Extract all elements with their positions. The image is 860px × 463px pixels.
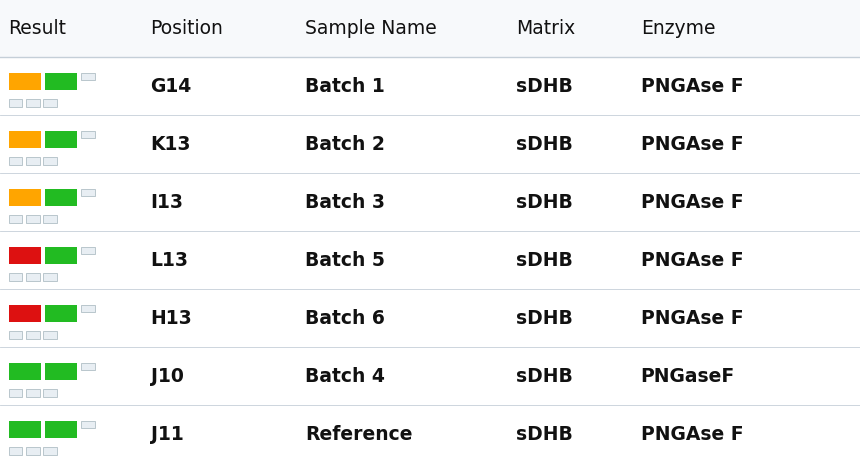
FancyBboxPatch shape <box>9 158 22 165</box>
Text: Batch 3: Batch 3 <box>305 193 385 212</box>
Text: Batch 6: Batch 6 <box>305 309 385 328</box>
FancyBboxPatch shape <box>43 216 57 223</box>
FancyBboxPatch shape <box>43 389 57 397</box>
FancyBboxPatch shape <box>81 131 95 139</box>
FancyBboxPatch shape <box>9 131 41 149</box>
FancyBboxPatch shape <box>45 131 77 149</box>
Text: sDHB: sDHB <box>516 77 573 96</box>
Bar <box>0 174 860 232</box>
Text: G14: G14 <box>150 77 192 96</box>
Text: sDHB: sDHB <box>516 251 573 270</box>
FancyBboxPatch shape <box>45 305 77 323</box>
Text: J10: J10 <box>150 367 183 386</box>
Bar <box>0 0 860 58</box>
FancyBboxPatch shape <box>9 74 41 91</box>
Text: Reference: Reference <box>305 425 413 444</box>
Text: PNGAse F: PNGAse F <box>641 309 743 328</box>
FancyBboxPatch shape <box>9 189 41 207</box>
Text: PNGAse F: PNGAse F <box>641 77 743 96</box>
FancyBboxPatch shape <box>9 421 41 438</box>
Text: sDHB: sDHB <box>516 193 573 212</box>
FancyBboxPatch shape <box>81 74 95 81</box>
FancyBboxPatch shape <box>9 305 41 323</box>
Text: Batch 5: Batch 5 <box>305 251 385 270</box>
Text: PNGaseF: PNGaseF <box>641 367 735 386</box>
Text: I13: I13 <box>150 193 183 212</box>
Bar <box>0 58 860 116</box>
FancyBboxPatch shape <box>9 274 22 281</box>
FancyBboxPatch shape <box>81 363 95 370</box>
Text: H13: H13 <box>150 309 193 328</box>
Bar <box>0 347 860 405</box>
FancyBboxPatch shape <box>43 332 57 339</box>
Text: K13: K13 <box>150 135 191 154</box>
Text: PNGAse F: PNGAse F <box>641 193 743 212</box>
Text: Matrix: Matrix <box>516 19 575 38</box>
FancyBboxPatch shape <box>9 363 41 381</box>
FancyBboxPatch shape <box>26 447 40 455</box>
Text: Batch 1: Batch 1 <box>305 77 385 96</box>
FancyBboxPatch shape <box>81 421 95 428</box>
Bar <box>0 116 860 174</box>
FancyBboxPatch shape <box>26 389 40 397</box>
FancyBboxPatch shape <box>81 305 95 313</box>
FancyBboxPatch shape <box>9 447 22 455</box>
Bar <box>0 232 860 289</box>
Bar <box>0 405 860 463</box>
FancyBboxPatch shape <box>45 421 77 438</box>
FancyBboxPatch shape <box>45 247 77 265</box>
Text: Batch 4: Batch 4 <box>305 367 385 386</box>
Text: PNGAse F: PNGAse F <box>641 135 743 154</box>
FancyBboxPatch shape <box>26 274 40 281</box>
FancyBboxPatch shape <box>43 158 57 165</box>
Text: PNGAse F: PNGAse F <box>641 251 743 270</box>
FancyBboxPatch shape <box>26 158 40 165</box>
Text: Result: Result <box>9 19 66 38</box>
FancyBboxPatch shape <box>26 100 40 107</box>
FancyBboxPatch shape <box>45 363 77 381</box>
Text: Position: Position <box>150 19 224 38</box>
Text: sDHB: sDHB <box>516 425 573 444</box>
FancyBboxPatch shape <box>26 332 40 339</box>
FancyBboxPatch shape <box>9 216 22 223</box>
Text: Batch 2: Batch 2 <box>305 135 385 154</box>
FancyBboxPatch shape <box>43 274 57 281</box>
FancyBboxPatch shape <box>81 247 95 255</box>
FancyBboxPatch shape <box>9 389 22 397</box>
Text: sDHB: sDHB <box>516 135 573 154</box>
Text: Enzyme: Enzyme <box>641 19 716 38</box>
Text: L13: L13 <box>150 251 188 270</box>
Text: J11: J11 <box>150 425 183 444</box>
FancyBboxPatch shape <box>81 189 95 197</box>
FancyBboxPatch shape <box>43 447 57 455</box>
Text: Sample Name: Sample Name <box>305 19 437 38</box>
FancyBboxPatch shape <box>45 189 77 207</box>
FancyBboxPatch shape <box>9 100 22 107</box>
Text: PNGAse F: PNGAse F <box>641 425 743 444</box>
Text: sDHB: sDHB <box>516 309 573 328</box>
FancyBboxPatch shape <box>26 216 40 223</box>
FancyBboxPatch shape <box>9 247 41 265</box>
FancyBboxPatch shape <box>43 100 57 107</box>
Text: sDHB: sDHB <box>516 367 573 386</box>
FancyBboxPatch shape <box>9 332 22 339</box>
FancyBboxPatch shape <box>45 74 77 91</box>
Bar <box>0 289 860 347</box>
